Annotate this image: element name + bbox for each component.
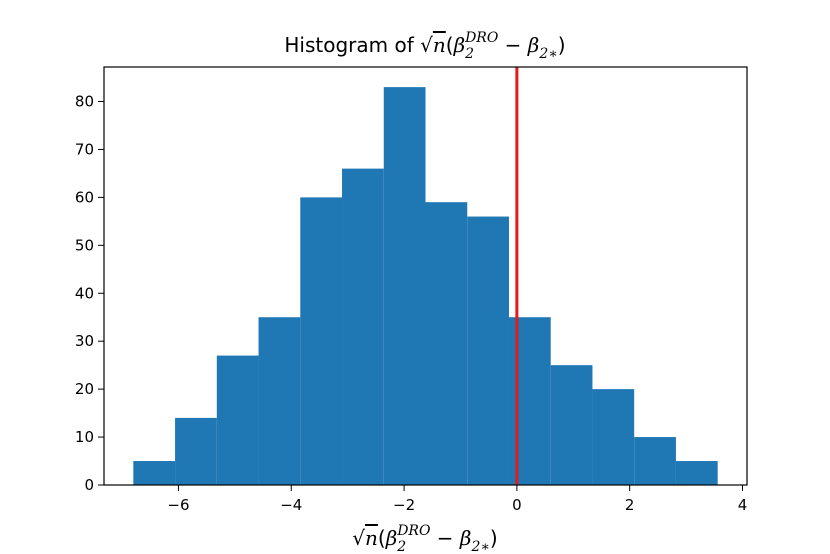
histogram-bar bbox=[508, 317, 551, 485]
y-tick-label: 60 bbox=[75, 188, 94, 206]
superscript: DRO bbox=[464, 30, 499, 46]
histogram-bar bbox=[425, 202, 468, 485]
histogram-bar bbox=[550, 365, 593, 485]
label-text: ( bbox=[378, 526, 386, 550]
y-tick-label: 10 bbox=[75, 428, 94, 446]
subscript: 2∗ bbox=[470, 539, 489, 554]
y-tick-label: 50 bbox=[75, 236, 94, 254]
chart-title: Histogram of √n(β2DRO − β2∗) bbox=[284, 30, 565, 62]
x-tick-label: −6 bbox=[167, 496, 189, 514]
label-text: − bbox=[498, 33, 527, 57]
histogram-bar bbox=[175, 417, 217, 485]
histogram-bar bbox=[675, 461, 718, 485]
n-symbol: n bbox=[365, 526, 378, 550]
x-tick-label: −4 bbox=[280, 496, 302, 514]
subscript: 2 bbox=[464, 46, 474, 62]
histogram-bar bbox=[342, 168, 384, 486]
x-axis-label: √n(β2DRO − β2∗) bbox=[352, 523, 497, 554]
label-text: − bbox=[430, 526, 459, 550]
y-tick-label: 70 bbox=[75, 140, 94, 158]
histogram-bar bbox=[592, 389, 635, 485]
subscript: 2 bbox=[396, 539, 406, 554]
histogram-bar bbox=[383, 87, 426, 485]
subscript: 2∗ bbox=[538, 46, 557, 62]
x-tick-label: 2 bbox=[625, 496, 635, 514]
x-axis-ticks: −6 −4 −2 0 2 4 bbox=[167, 485, 747, 514]
histogram-bar bbox=[133, 461, 176, 485]
beta-symbol: β bbox=[385, 526, 398, 550]
y-axis-ticks: 0 10 20 30 40 50 60 70 80 bbox=[75, 93, 104, 494]
histogram-bar bbox=[467, 216, 509, 485]
histogram-bar bbox=[258, 317, 301, 485]
y-tick-label: 20 bbox=[75, 380, 94, 398]
label-text: ) bbox=[490, 526, 498, 550]
sqrt-symbol: √ bbox=[352, 526, 365, 550]
label-text: ( bbox=[446, 33, 454, 57]
sqrt-symbol: √ bbox=[420, 33, 433, 57]
beta-symbol: β bbox=[453, 33, 466, 57]
histogram-bar bbox=[634, 437, 676, 485]
x-tick-label: −2 bbox=[393, 496, 415, 514]
beta-symbol: β bbox=[459, 526, 472, 550]
plot-frame bbox=[103, 66, 748, 486]
label-text: ) bbox=[558, 33, 566, 57]
y-tick-label: 0 bbox=[84, 476, 94, 494]
bars-group bbox=[133, 87, 718, 486]
label-text: Histogram of bbox=[284, 33, 420, 57]
y-tick-label: 30 bbox=[75, 332, 94, 350]
x-tick-label: 4 bbox=[738, 496, 748, 514]
histogram-bar bbox=[216, 355, 259, 485]
y-tick-label: 40 bbox=[75, 284, 94, 302]
beta-symbol: β bbox=[527, 33, 540, 57]
histogram-bar bbox=[300, 197, 343, 485]
n-symbol: n bbox=[433, 33, 446, 57]
y-tick-label: 80 bbox=[75, 93, 94, 111]
x-tick-label: 0 bbox=[512, 496, 522, 514]
superscript: DRO bbox=[396, 523, 431, 539]
